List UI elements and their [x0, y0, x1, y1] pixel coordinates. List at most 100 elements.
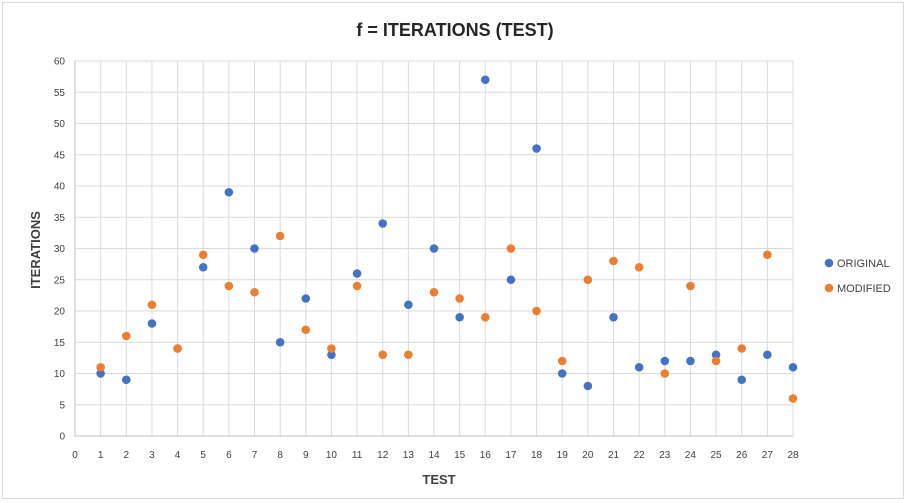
point-modified — [250, 287, 259, 297]
point-modified — [455, 294, 464, 303]
x-tick-label: 1 — [98, 450, 104, 461]
gridlines — [75, 60, 794, 436]
point-original — [737, 375, 747, 385]
y-tick-label: 35 — [54, 213, 66, 224]
point-original — [763, 350, 772, 360]
point-original — [224, 187, 234, 197]
x-tick-label: 28 — [787, 450, 799, 461]
chart-title: f = ITERATIONS (TEST) — [356, 20, 553, 40]
point-modified — [609, 256, 618, 266]
x-tick-label: 11 — [352, 450, 363, 461]
point-original — [711, 350, 721, 360]
y-tick-labels: 0 5 10 15 20 25 30 35 40 45 50 55 60 — [54, 57, 66, 443]
point-original — [147, 319, 157, 328]
x-axis-title: TEST — [422, 472, 455, 487]
y-tick-label: 10 — [54, 369, 66, 380]
point-modified — [480, 312, 490, 322]
point-modified — [173, 344, 182, 353]
point-original — [609, 312, 618, 322]
y-tick-label: 55 — [54, 88, 66, 99]
point-modified — [429, 287, 439, 297]
x-tick-label: 24 — [685, 450, 697, 461]
point-modified — [96, 362, 105, 372]
x-tick-label: 0 — [72, 450, 78, 461]
legend-label-original: ORIGINAL — [837, 258, 890, 270]
x-tick-label: 6 — [226, 450, 232, 461]
point-original — [634, 362, 644, 372]
point-modified — [378, 350, 388, 360]
legend: ORIGINAL MODIFIED — [824, 258, 891, 295]
point-original — [557, 369, 567, 378]
point-modified — [660, 369, 670, 378]
point-original — [121, 375, 131, 385]
point-modified — [788, 394, 798, 403]
x-tick-label: 2 — [124, 450, 130, 461]
x-tick-label: 14 — [428, 450, 440, 461]
point-original — [455, 312, 464, 322]
axes — [74, 61, 793, 437]
x-tick-label: 18 — [531, 450, 543, 461]
x-tick-label: 20 — [582, 450, 594, 461]
point-original — [404, 300, 413, 310]
x-tick-label: 7 — [252, 450, 258, 461]
point-modified — [711, 356, 721, 366]
point-original — [532, 144, 541, 153]
x-tick-label: 4 — [175, 450, 181, 461]
point-original — [198, 262, 208, 272]
y-tick-label: 20 — [54, 307, 66, 318]
point-modified — [686, 281, 695, 291]
point-modified — [634, 262, 644, 272]
y-tick-label: 15 — [54, 338, 66, 349]
point-modified — [352, 281, 362, 291]
x-tick-label: 5 — [200, 450, 206, 461]
point-modified — [583, 275, 593, 285]
x-tick-label: 8 — [277, 450, 283, 461]
point-modified — [763, 250, 772, 260]
point-modified — [121, 331, 131, 341]
point-modified — [506, 244, 516, 253]
point-modified — [301, 325, 311, 335]
point-modified — [275, 231, 285, 241]
point-modified — [327, 344, 336, 353]
y-tick-label: 45 — [54, 150, 66, 161]
point-original — [96, 369, 105, 378]
point-modified — [532, 306, 541, 316]
point-original — [583, 381, 593, 391]
y-tick-label: 40 — [54, 182, 66, 193]
x-tick-labels: 0 1 2 3 4 5 6 7 8 9 10 11 12 13 14 15 16 17 18 19 20 21 22 23 24… — [72, 450, 799, 461]
y-tick-label: 30 — [54, 244, 66, 255]
point-original — [250, 244, 259, 253]
x-tick-label: 10 — [326, 450, 338, 461]
point-modified — [147, 300, 157, 310]
y-tick-label: 0 — [59, 432, 65, 443]
legend-marker-modified — [824, 283, 834, 293]
x-tick-label: 13 — [403, 450, 415, 461]
x-tick-label: 19 — [557, 450, 569, 461]
point-original — [301, 294, 311, 303]
point-original — [378, 219, 388, 228]
x-tick-label: 9 — [303, 450, 309, 461]
point-original — [275, 337, 285, 347]
x-tick-label: 21 — [608, 450, 620, 461]
x-tick-label: 17 — [505, 450, 517, 461]
y-tick-label: 50 — [54, 119, 66, 130]
scatter-chart: f = ITERATIONS (TEST) 0 1 2 3 4 5 6 7 8 9 10 11 12 13… — [28, 20, 891, 487]
x-tick-label: 3 — [149, 450, 155, 461]
x-tick-label: 16 — [480, 450, 492, 461]
point-original — [660, 356, 670, 366]
x-tick-label: 26 — [736, 450, 748, 461]
point-original — [480, 75, 490, 85]
x-tick-label: 27 — [762, 450, 774, 461]
point-modified — [404, 350, 413, 360]
point-modified — [224, 281, 234, 291]
x-tick-label: 22 — [634, 450, 646, 461]
point-original — [506, 275, 516, 285]
point-original — [327, 350, 336, 360]
point-original — [788, 362, 798, 372]
legend-label-modified: MODIFIED — [837, 283, 891, 295]
point-original — [686, 356, 695, 366]
point-modified — [557, 356, 567, 366]
y-axis-title: ITERATIONS — [28, 211, 43, 289]
legend-marker-original — [824, 258, 834, 268]
